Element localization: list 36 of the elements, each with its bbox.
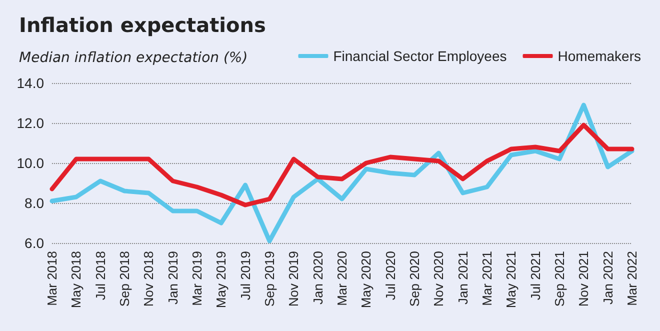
x-tick-label: Jul 2018 [92,251,108,300]
x-tick-label: May 2019 [214,251,229,308]
x-tick-label: Jan 2019 [165,251,180,304]
x-tick-label: Nov 2018 [141,251,156,307]
x-tick-label: Mar 2018 [44,251,60,306]
x-tick-label: Jul 2020 [382,251,398,300]
x-tick-label: Mar 2020 [334,251,350,306]
x-tick-label: May 2018 [68,251,84,308]
chart-title: Inflation expectations [19,13,266,37]
x-tick-label: Jul 2019 [238,251,253,300]
y-tick-label: 8.0 [24,195,44,211]
x-tick-label: Sep 2021 [552,251,567,307]
x-tick-label: Nov 2021 [576,251,592,307]
x-tick-label: Nov 2020 [431,251,446,307]
x-tick-label: Mar 2022 [624,251,640,306]
x-tick-label: Mar 2021 [480,251,494,306]
y-tick-label: 12.0 [16,115,44,131]
x-tick-label: Sep 2020 [407,251,422,307]
line-series [50,102,634,244]
chart-subtitle: Median inflation expectation (%) [19,50,248,66]
y-tick-label: 6.0 [24,235,44,251]
y-tick-label: 14.0 [16,75,44,91]
x-tick-label: Sep 2019 [262,251,277,307]
x-tick-label: May 2021 [504,251,519,308]
x-tick-label: Sep 2018 [117,251,132,307]
x-tick-label: Jan 2020 [310,251,326,304]
x-tick-label: May 2020 [358,251,374,308]
line-series [50,122,634,208]
x-tick-label: Jul 2021 [528,251,543,300]
x-tick-label: Mar 2019 [190,251,204,306]
x-tick-label: Jan 2022 [600,251,616,304]
y-tick-label: 10.0 [16,155,44,171]
legend-label: Homemakers [558,48,642,64]
x-tick-label: Nov 2019 [286,251,302,307]
x-tick-label: Jan 2021 [455,251,470,304]
legend-label: Financial Sector Employees [333,48,507,64]
